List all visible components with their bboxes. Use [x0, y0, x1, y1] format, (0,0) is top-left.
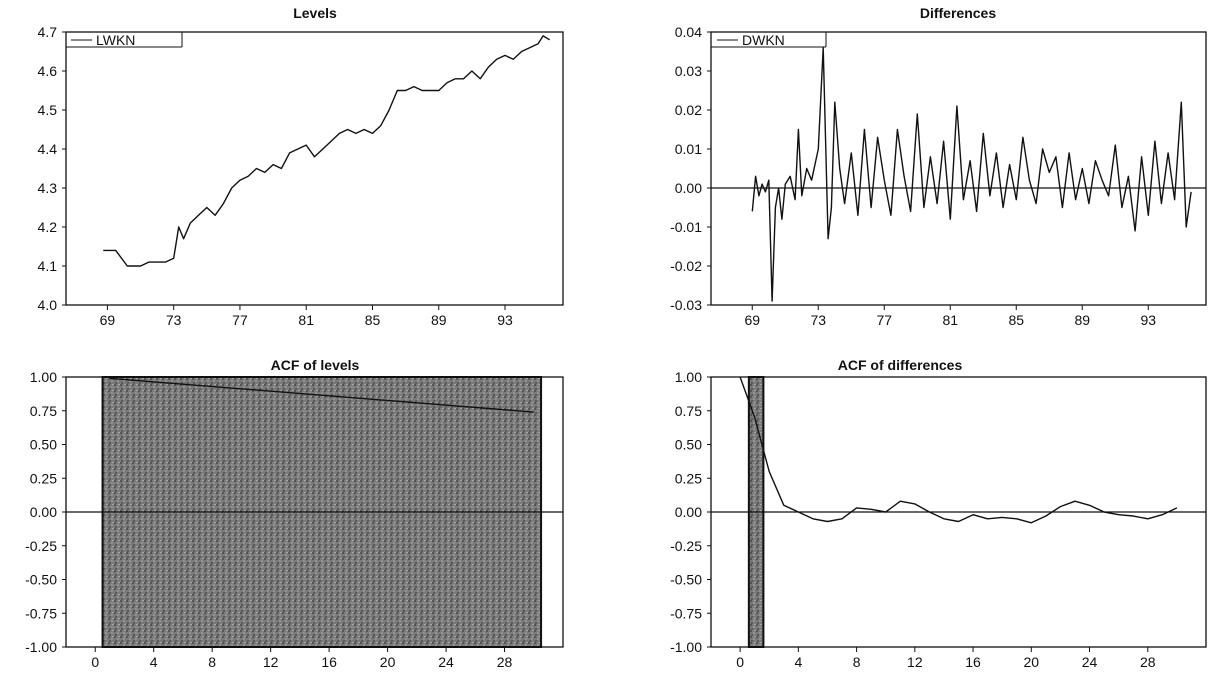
acf-levels-x-tick-label: 24 — [438, 654, 454, 670]
differences-plot-frame — [710, 31, 1207, 306]
differences-legend-label: DWKN — [742, 32, 785, 48]
levels-legend-label: LWKN — [96, 32, 135, 48]
acf-differences-x-tick-label: 0 — [736, 654, 744, 670]
levels-x-tick-label: 77 — [232, 312, 248, 328]
acf-differences-x-tick-label: 8 — [853, 654, 861, 670]
acf-differences-x-tick-label: 28 — [1140, 654, 1156, 670]
differences-x-tick-label: 77 — [876, 312, 892, 328]
acf-differences-x-tick-label: 24 — [1082, 654, 1098, 670]
differences-y-tick-label: 0.00 — [675, 180, 702, 196]
levels-y-tick-label: 4.3 — [38, 180, 58, 196]
differences-x-tick-label: 69 — [744, 312, 760, 328]
differences-y-tick-label: 0.03 — [675, 63, 702, 79]
acf-differences-y-tick-label: 0.75 — [675, 403, 702, 419]
acf-differences-y-tick-label: -0.50 — [670, 572, 702, 588]
acf-differences-y-tick-label: 0.50 — [675, 437, 702, 453]
differences-x-tick-label: 73 — [810, 312, 826, 328]
levels-y-tick-label: 4.4 — [38, 141, 58, 157]
acf-differences-x-tick-label: 20 — [1024, 654, 1040, 670]
acf-differences-y-tick-label: -0.25 — [670, 538, 702, 554]
acf-levels-y-tick-label: -0.75 — [25, 605, 57, 621]
acf-differences-y-tick-label: 1.00 — [675, 369, 702, 385]
acf-levels-y-tick-label: -0.50 — [25, 572, 57, 588]
differences-legend: DWKN — [711, 32, 827, 48]
acf-differences-y-tick-label: -1.00 — [670, 639, 702, 655]
differences-x-tick-label: 85 — [1008, 312, 1024, 328]
acf-differences-x-tick-label: 4 — [794, 654, 802, 670]
acf-differences-series-line — [739, 376, 1178, 524]
acf-differences-x-tick-label: 16 — [965, 654, 981, 670]
levels-x-tick-label: 69 — [100, 312, 116, 328]
levels-title: Levels — [293, 5, 337, 21]
acf-differences-y-tick-label: -0.75 — [670, 605, 702, 621]
acf-levels-x-tick-label: 28 — [497, 654, 513, 670]
acf-levels-x-tick-label: 4 — [150, 654, 158, 670]
acf-differences-y-tick-label: 0.00 — [675, 504, 702, 520]
acf-levels-y-tick-label: 0.25 — [30, 470, 57, 486]
differences-y-tick-label: -0.01 — [670, 219, 702, 235]
acf-levels-x-tick-label: 16 — [321, 654, 337, 670]
acf-levels-x-tick-label: 12 — [263, 654, 279, 670]
differences-y-tick-label: -0.03 — [670, 297, 702, 313]
acf-levels-x-tick-label: 8 — [208, 654, 216, 670]
levels-y-tick-label: 4.2 — [38, 219, 58, 235]
acf-levels-y-tick-label: -0.25 — [25, 538, 57, 554]
acf-differences-y-tick-label: 0.25 — [675, 470, 702, 486]
levels-legend: LWKN — [66, 32, 183, 48]
differences-x-tick-label: 93 — [1140, 312, 1156, 328]
differences-y-tick-label: 0.01 — [675, 141, 702, 157]
acf-differences-panel: ACF of differences -1.00 -0.75 -0.50 -0.25 0… — [670, 357, 1207, 670]
differences-y-tick-label: -0.02 — [670, 258, 702, 274]
acf-levels-y-tick-label: 0.50 — [30, 437, 57, 453]
levels-x-tick-label: 89 — [431, 312, 447, 328]
differences-title: Differences — [920, 5, 996, 21]
acf-levels-title: ACF of levels — [271, 357, 360, 373]
levels-y-tick-label: 4.6 — [38, 63, 58, 79]
levels-series-line — [103, 35, 551, 267]
differences-y-tick-label: 0.02 — [675, 102, 702, 118]
differences-y-tick-label: 0.04 — [675, 24, 702, 40]
differences-x-tick-label: 81 — [942, 312, 958, 328]
acf-differences-title: ACF of differences — [838, 357, 963, 373]
acf-levels-series-line — [109, 377, 534, 413]
acf-levels-panel: ACF of levels -1.00 -0.75 -0.50 -0.25 0.00 0.… — [25, 357, 564, 670]
acf-levels-y-tick-label: 0.75 — [30, 403, 57, 419]
differences-x-tick-label: 89 — [1074, 312, 1090, 328]
acf-levels-y-tick-label: 1.00 — [30, 369, 57, 385]
acf-levels-x-tick-label: 0 — [91, 654, 99, 670]
differences-series-line — [751, 46, 1192, 302]
acf-levels-y-tick-label: -1.00 — [25, 639, 57, 655]
acf-differences-x-tick-label: 12 — [907, 654, 923, 670]
levels-y-tick-label: 4.0 — [38, 297, 58, 313]
acf-levels-x-tick-label: 20 — [380, 654, 396, 670]
levels-y-tick-label: 4.7 — [38, 24, 58, 40]
levels-plot-frame — [65, 31, 564, 306]
levels-panel: Levels 4.0 4.1 4.2 4.3 4.4 4.5 4.6 4.7 69 73 77 81 8… — [38, 5, 564, 328]
levels-y-tick-label: 4.5 — [38, 102, 58, 118]
levels-x-tick-label: 81 — [298, 312, 314, 328]
levels-y-tick-label: 4.1 — [38, 258, 58, 274]
differences-panel: Differences -0.03 -0.02 -0.01 0.00 0.01 0.02 0… — [670, 5, 1207, 328]
levels-x-tick-label: 93 — [497, 312, 513, 328]
acf-levels-y-tick-label: 0.00 — [30, 504, 57, 520]
levels-x-tick-label: 85 — [365, 312, 381, 328]
levels-x-tick-label: 73 — [166, 312, 182, 328]
